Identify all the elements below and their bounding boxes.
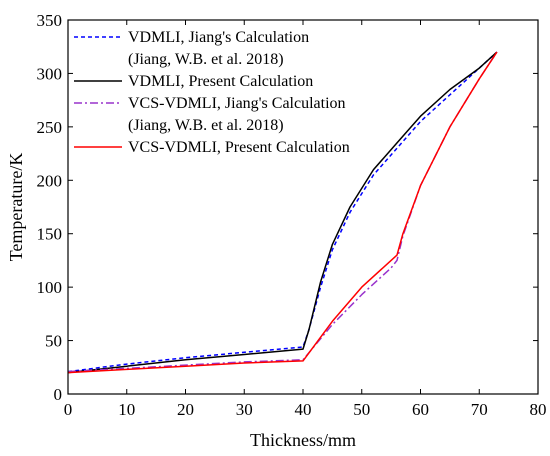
y-tick-label: 50: [45, 332, 62, 351]
legend-note-1: (Jiang, W.B. et al. 2018): [128, 51, 284, 68]
legend-label-4: VCS-VDMLI, Present Calculation: [128, 139, 350, 156]
x-tick-label: 50: [353, 400, 370, 419]
x-tick-label: 30: [236, 400, 253, 419]
x-tick-label: 10: [118, 400, 135, 419]
x-tick-label: 80: [530, 400, 547, 419]
legend-note-3: (Jiang, W.B. et al. 2018): [128, 117, 284, 134]
y-tick-label: 350: [37, 11, 63, 30]
x-tick-label: 60: [412, 400, 429, 419]
legend-label-1: VDMLI, Jiang's Calculation: [128, 29, 309, 46]
y-tick-label: 150: [37, 225, 63, 244]
y-tick-label: 200: [37, 171, 63, 190]
x-tick-label: 20: [177, 400, 194, 419]
y-tick-label: 0: [54, 385, 63, 404]
x-axis-title: Thickness/mm: [250, 430, 356, 450]
legend-label-2: VDMLI, Present Calculation: [128, 73, 313, 90]
legend: VDMLI, Jiang's Calculation (Jiang, W.B. e…: [74, 29, 350, 156]
plot-area: [67, 51, 498, 374]
y-axis-title: Temperature/K: [6, 153, 26, 262]
y-tick-label: 100: [37, 278, 63, 297]
y-tick-label: 250: [37, 118, 63, 137]
legend-label-3: VCS-VDMLI, Jiang's Calculation: [128, 95, 346, 112]
axes: 0 10 20 30 40 50 60 70 80 0 50 100 150 200 250 300 350: [37, 11, 547, 419]
series-line-3: [67, 51, 498, 373]
y-tick-label: 300: [37, 64, 63, 83]
series-line-4: [67, 51, 498, 374]
series-line-2: [67, 51, 498, 374]
x-tick-label: 70: [471, 400, 488, 419]
series-line-1: [67, 51, 498, 373]
x-tick-label: 40: [295, 400, 312, 419]
x-tick-label: 0: [64, 400, 73, 419]
